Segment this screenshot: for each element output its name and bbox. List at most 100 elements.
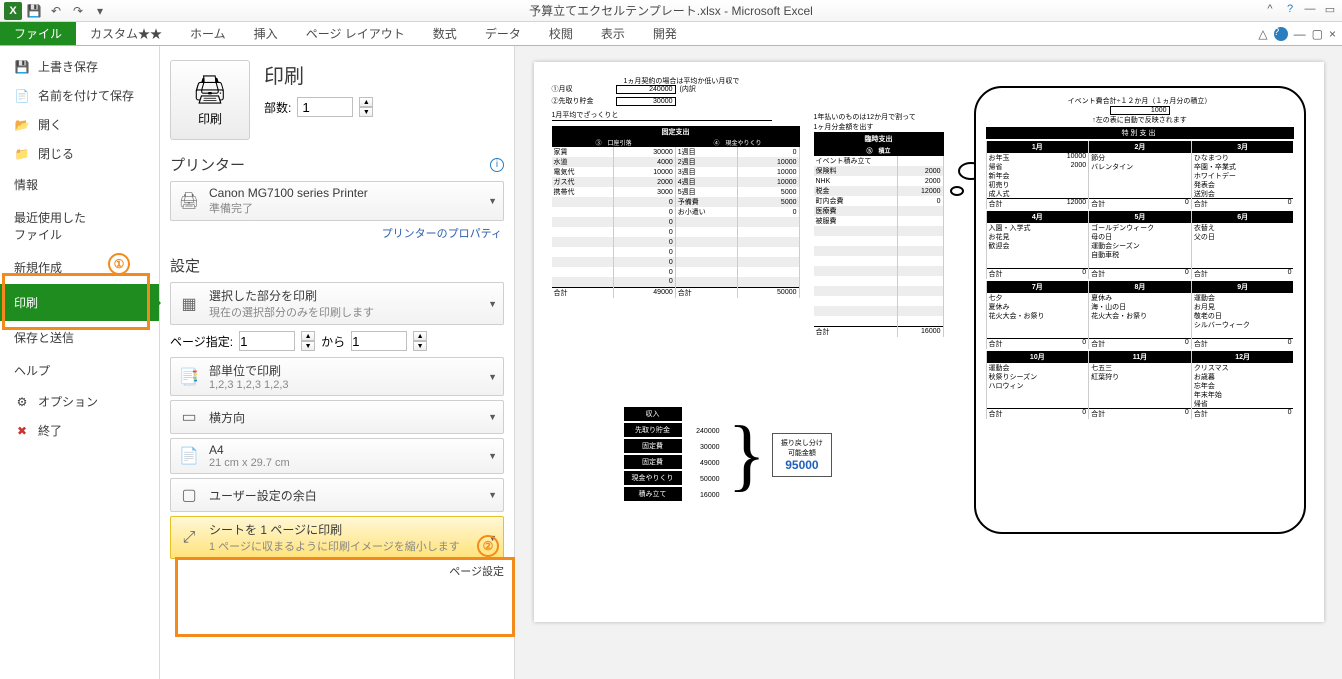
tab-review[interactable]: 校閲 [535,22,587,45]
fixed-expense-header: 固定支出 [552,126,800,138]
printer-status: 準備完了 [209,200,368,216]
range-title: 選択した部分を印刷 [209,287,374,304]
chevron-down-icon: ▼ [488,490,497,500]
nav-save[interactable]: 💾上書き保存 [0,52,159,81]
income-note: 1ヵ月契約の場合は平均か低い月収で [624,76,740,86]
tab-view[interactable]: 表示 [587,22,639,45]
print-button[interactable]: 🖨 印刷 [170,60,250,140]
tab-custom[interactable]: カスタム★★ [76,22,176,45]
margin-icon: ▢ [177,483,201,507]
qat-dropdown-icon[interactable]: ▾ [90,2,110,20]
col-a-header: ③ 口座引落 [552,138,676,147]
nav-close[interactable]: 📁 閉じる [0,139,159,168]
printer-properties-link[interactable]: プリンターのプロパティ [170,225,502,241]
saveas-icon: 📄 [14,88,30,104]
printer-heading: プリンター [170,154,245,175]
orientation-dropdown[interactable]: ▭ 横方向 ▼ [170,400,504,434]
scaling-dropdown[interactable]: ⤢ シートを 1 ページに印刷1 ページに収まるように印刷イメージを縮小します … [170,516,504,559]
window-close-icon[interactable]: × [1329,27,1336,41]
printer-icon: 🖨 [192,73,228,106]
save-icon[interactable]: 💾 [24,2,44,20]
nav-new[interactable]: 新規作成 [0,251,159,284]
tab-formulas[interactable]: 数式 [419,22,471,45]
page-from-input[interactable] [239,331,295,351]
window-min-icon[interactable]: — [1294,27,1306,41]
annotation-label-2: ② [477,535,499,557]
saving-label: ②先取り貯金 [552,96,612,106]
print-range-dropdown[interactable]: ▦ 選択した部分を印刷現在の選択部分のみを印刷します ▼ [170,282,504,325]
print-button-label: 印刷 [198,110,222,127]
chevron-down-icon: ▼ [488,299,497,309]
months-grid: 1月お年玉10000帰省2000新年会初売り成人式合計120002月節分バレンタ… [986,141,1294,419]
collate-title: 部単位で印刷 [209,362,289,379]
nav-close-label: 閉じる [38,145,74,162]
spin-up-icon[interactable]: ▲ [301,331,315,341]
spin-down-icon[interactable]: ▼ [301,341,315,351]
nav-exit[interactable]: ✖終了 [0,416,159,445]
tab-data[interactable]: データ [471,22,535,45]
nav-saveas[interactable]: 📄名前を付けて保存 [0,81,159,110]
tab-developer[interactable]: 開発 [639,22,691,45]
exit-icon: ✖ [14,423,30,439]
callout-hint: ↑左の表に自動で反映されます [986,115,1294,125]
printer-dropdown[interactable]: 🖨 Canon MG7100 series Printer準備完了 ▼ [170,181,504,221]
collate-sub: 1,2,3 1,2,3 1,2,3 [209,379,289,391]
minimize-icon[interactable]: — [1302,2,1318,16]
print-heading: 印刷 [264,60,373,89]
nav-options-label: オプション [38,393,98,410]
nav-open[interactable]: 📂開く [0,110,159,139]
chevron-down-icon: ▼ [488,412,497,422]
margin-title: ユーザー設定の余白 [209,487,317,504]
options-icon: ⚙ [14,394,30,410]
print-settings-pane: 🖨 印刷 印刷 部数: ▲▼ プリンターi 🖨 Canon MG7100 ser… [160,46,515,679]
redo-icon[interactable]: ↷ [68,2,88,20]
collate-dropdown[interactable]: 📑 部単位で印刷1,2,3 1,2,3 1,2,3 ▼ [170,357,504,396]
tab-layout[interactable]: ページ レイアウト [292,22,419,45]
remain-label-2: 可能金額 [781,448,823,458]
printer-info-icon[interactable]: i [490,158,504,172]
printer-status-icon: 🖨 [177,189,201,213]
nav-help[interactable]: ヘルプ [0,354,159,387]
ribbon-min-icon[interactable]: △ [1258,27,1267,41]
nav-save-label: 上書き保存 [38,58,98,75]
ribbon-help-icon[interactable]: ? [1274,27,1288,41]
backstage-nav: 💾上書き保存 📄名前を付けて保存 📂開く 📁 閉じる 情報 最近使用した ファイル… [0,46,160,679]
quick-access-toolbar: X 💾 ↶ ↷ ▾ [0,2,110,20]
undo-icon[interactable]: ↶ [46,2,66,20]
window-max-icon[interactable]: ▢ [1312,27,1323,41]
copies-down-icon[interactable]: ▼ [359,107,373,117]
help-icon[interactable]: ? [1282,2,1298,16]
print-preview-pane: ①月収240000(内訳 ②先取り貯金30000 1月平均でざっくりと 1ヵ月契… [515,46,1342,679]
page-setup-link[interactable]: ページ設定 [170,563,504,579]
app-icon[interactable]: X [4,2,22,20]
orientation-icon: ▭ [177,405,201,429]
temp-expense-header: 臨時支出 [814,133,944,145]
nav-print[interactable]: 印刷 [0,284,159,321]
margin-dropdown[interactable]: ▢ ユーザー設定の余白 ▼ [170,478,504,512]
section-right-label-2: 1ヶ月分金額を出す [814,122,944,133]
page-to-input[interactable] [351,331,407,351]
ribbon-tabs: ファイル カスタム★★ ホーム 挿入 ページ レイアウト 数式 データ 校閲 表… [0,22,1342,46]
scaling-icon: ⤢ [177,526,201,550]
fixed-expense-table: 家賃300001週目0水道40002週目10000電気代100003週目1000… [552,147,800,298]
close-folder-icon: 📁 [14,146,30,162]
tab-home[interactable]: ホーム [176,22,240,45]
range-icon: ▦ [177,292,201,316]
nav-options[interactable]: ⚙ オプション [0,387,159,416]
nav-recent[interactable]: 最近使用した ファイル [0,201,159,251]
tab-insert[interactable]: 挿入 [240,22,292,45]
spin-up-icon[interactable]: ▲ [413,331,427,341]
spin-down-icon[interactable]: ▼ [413,341,427,351]
paper-dropdown[interactable]: 📄 A421 cm x 29.7 cm ▼ [170,438,504,474]
saving-value: 30000 [616,97,676,106]
restore-icon[interactable]: ▭ [1322,2,1338,16]
nav-info[interactable]: 情報 [0,168,159,201]
copies-input[interactable] [297,97,353,117]
nav-send[interactable]: 保存と送信 [0,321,159,354]
annotation-label-1: ① [108,253,130,275]
minimize-ribbon-icon[interactable]: ^ [1262,2,1278,16]
open-icon: 📂 [14,117,30,133]
income-label: ①月収 [552,84,612,94]
copies-up-icon[interactable]: ▲ [359,97,373,107]
tab-file[interactable]: ファイル [0,22,76,45]
